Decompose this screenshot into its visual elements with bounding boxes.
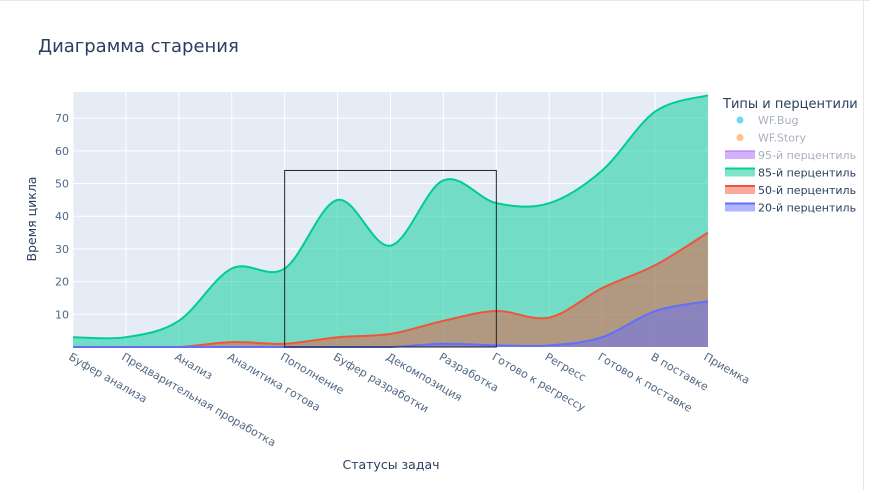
legend-label: 85-й перцентиль: [758, 167, 856, 180]
legend-swatch: [725, 168, 755, 177]
y-axis-title: Время цикла: [24, 177, 39, 262]
y-tick-label: 40: [55, 210, 69, 223]
y-tick-label: 20: [55, 276, 69, 289]
legend-label: 95-й перцентиль: [758, 149, 856, 162]
legend-dot-icon: [736, 116, 744, 124]
legend-swatch: [725, 151, 755, 159]
legend-swatch: [725, 203, 755, 212]
legend-item: 20-й перцентиль: [725, 202, 856, 215]
y-tick-label: 50: [55, 178, 69, 191]
legend-label: WF.Bug: [758, 114, 798, 127]
highlight-box: [284, 169, 497, 348]
area-fill-p20: [73, 301, 708, 347]
y-tick-label: 30: [55, 243, 69, 256]
y-tick-label: 60: [55, 145, 69, 158]
legend-dot-icon: [736, 134, 744, 141]
legend: Типы и перцентили WF.Bug WF.Story 95-й пер…: [722, 97, 858, 215]
x-axis-title: Статусы задач: [342, 457, 439, 472]
legend-swatch: [725, 186, 755, 194]
legend-item: WF.Story: [736, 132, 806, 145]
legend-label: 50-й перцентиль: [758, 184, 856, 197]
y-tick-label: 70: [55, 112, 69, 125]
legend-item: 50-й перцентиль: [725, 184, 856, 197]
chart-title: Диаграмма старения: [38, 36, 239, 57]
area-line-p85: [72, 94, 709, 340]
y-tick-label: 10: [55, 308, 69, 321]
legend-item: 85-й перцентиль: [725, 167, 856, 180]
area-fill-p85: [73, 95, 708, 348]
legend-label: WF.Story: [758, 132, 806, 145]
legend-title: Типы и перцентили: [722, 97, 858, 112]
y-axis: 10 20 30 40 50 60 70: [55, 112, 69, 321]
series-areas: [72, 94, 709, 349]
legend-label: 20-й перцентиль: [758, 202, 856, 215]
legend-item: WF.Bug: [736, 114, 798, 127]
legend-item: 95-й перцентиль: [725, 149, 856, 162]
